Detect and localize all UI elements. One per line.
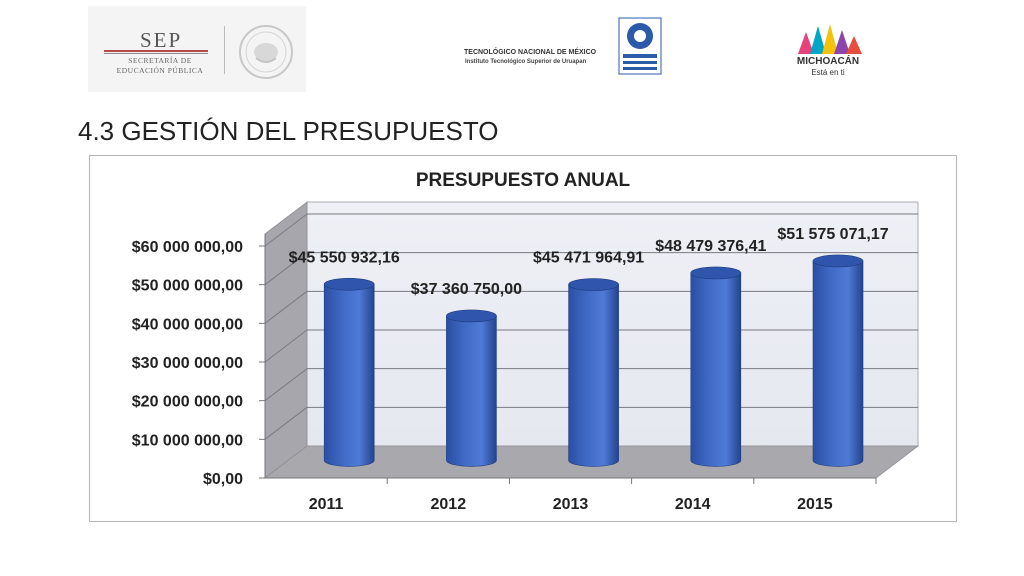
chart-side-wall <box>264 201 308 479</box>
chart-title: PRESUPUESTO ANUAL <box>416 170 631 191</box>
michoacan-name: MICHOACÁN <box>796 56 860 67</box>
itsu-logo-icon <box>618 17 662 75</box>
y-tick-label: $40 000 000,00 <box>132 316 243 333</box>
bar-chart: PRESUPUESTO ANUAL $0,00 $10 000 000,00 $20… <box>132 170 920 513</box>
header-logos: SEP SECRETARÍA DE EDUCACIÓN PÚBLICA TECN… <box>0 0 1024 100</box>
gridline-side <box>264 406 308 440</box>
sep-logo-subtitle-line2: EDUCACIÓN PÚBLICA <box>116 66 204 75</box>
tecnm-subtitle: Instituto Tecnológico Superior de Uruapa… <box>465 59 587 65</box>
bar-cylinder <box>568 284 619 467</box>
bar-cylinder <box>323 283 375 467</box>
sep-logo-divider <box>224 26 225 74</box>
sep-logo-subtitle-line1: SECRETARÍA DE <box>128 56 192 65</box>
mexico-seal-icon <box>239 25 293 79</box>
data-label: $51 575 071,17 <box>777 226 888 243</box>
data-label: $45 471 964,91 <box>533 250 644 267</box>
gridline-side <box>264 368 308 402</box>
x-tick-label: 2015 <box>797 496 833 513</box>
bar-cylinder <box>446 315 497 467</box>
gridline-side <box>264 290 308 324</box>
y-tick-label: $60 000 000,00 <box>132 239 243 256</box>
x-tick-label: 2013 <box>553 496 589 513</box>
gridline-side <box>264 329 308 363</box>
bar-cylinder <box>690 272 742 467</box>
data-label: $37 360 750,00 <box>411 281 522 298</box>
bar-cylinder-top <box>446 309 497 323</box>
bar-cylinder-top <box>690 266 742 280</box>
michoacan-tagline: Está en ti <box>811 68 845 77</box>
bar-cylinder <box>812 260 864 467</box>
y-tick-label: $30 000 000,00 <box>132 355 243 372</box>
sep-logo-rule <box>104 50 208 52</box>
gridline-side <box>264 213 308 247</box>
tecnm-title: TECNOLÓGICO NACIONAL DE MÉXICO <box>464 49 597 56</box>
data-label: $45 550 932,16 <box>289 249 400 266</box>
gridline-side <box>264 252 308 286</box>
chart-container: PRESUPUESTO ANUAL $0,00 $10 000 000,00 $20… <box>89 155 957 522</box>
sep-logo-subtitle: SECRETARÍA DE EDUCACIÓN PÚBLICA <box>104 56 216 76</box>
x-tick-label: 2014 <box>675 496 711 513</box>
y-tick-label: $10 000 000,00 <box>132 432 243 449</box>
bar-cylinder-top <box>323 277 375 291</box>
y-tick-label: $20 000 000,00 <box>132 394 243 411</box>
bar-cylinder-top <box>568 278 619 291</box>
data-label: $48 479 376,41 <box>655 238 766 255</box>
y-tick-label: $50 000 000,00 <box>132 278 243 295</box>
sep-logo-rule-2 <box>104 53 208 54</box>
michoacan-logo-icon <box>798 24 862 54</box>
sep-logo-title: SEP <box>140 28 183 52</box>
y-tick-label: $0,00 <box>203 471 243 488</box>
page-title: 4.3 GESTIÓN DEL PRESUPUESTO <box>78 116 499 146</box>
bar-cylinder-top <box>812 254 864 268</box>
x-tick-label: 2011 <box>309 496 344 513</box>
x-tick-label: 2012 <box>431 496 467 513</box>
